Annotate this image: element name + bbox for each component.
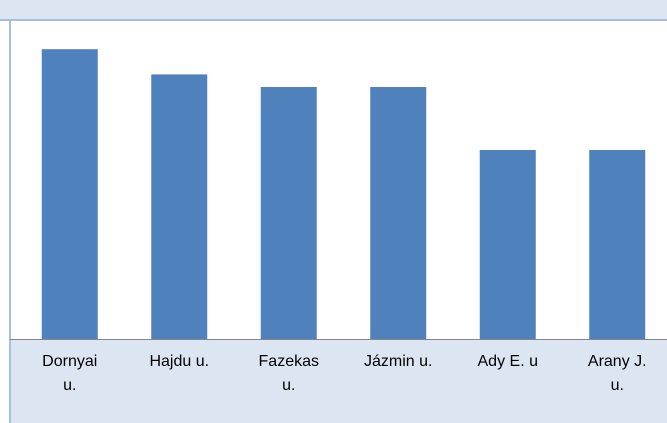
- x-tick-label: Ady E. u: [477, 353, 538, 370]
- bar: [479, 150, 536, 339]
- bar: [41, 49, 98, 339]
- x-tick-label: Hajdu u.: [149, 353, 210, 370]
- x-tick-label: Dornyai u.: [42, 353, 98, 394]
- x-tick-label: Jázmin u.: [364, 353, 433, 370]
- bar: [589, 150, 646, 339]
- bar: [370, 87, 427, 339]
- x-tick-label: Fazekas u.: [258, 353, 319, 394]
- top-band: [0, 0, 667, 20]
- bar: [260, 87, 317, 339]
- category-band: [10, 340, 667, 423]
- x-tick-label: Arany J. u.: [587, 353, 647, 394]
- bar: [151, 74, 208, 340]
